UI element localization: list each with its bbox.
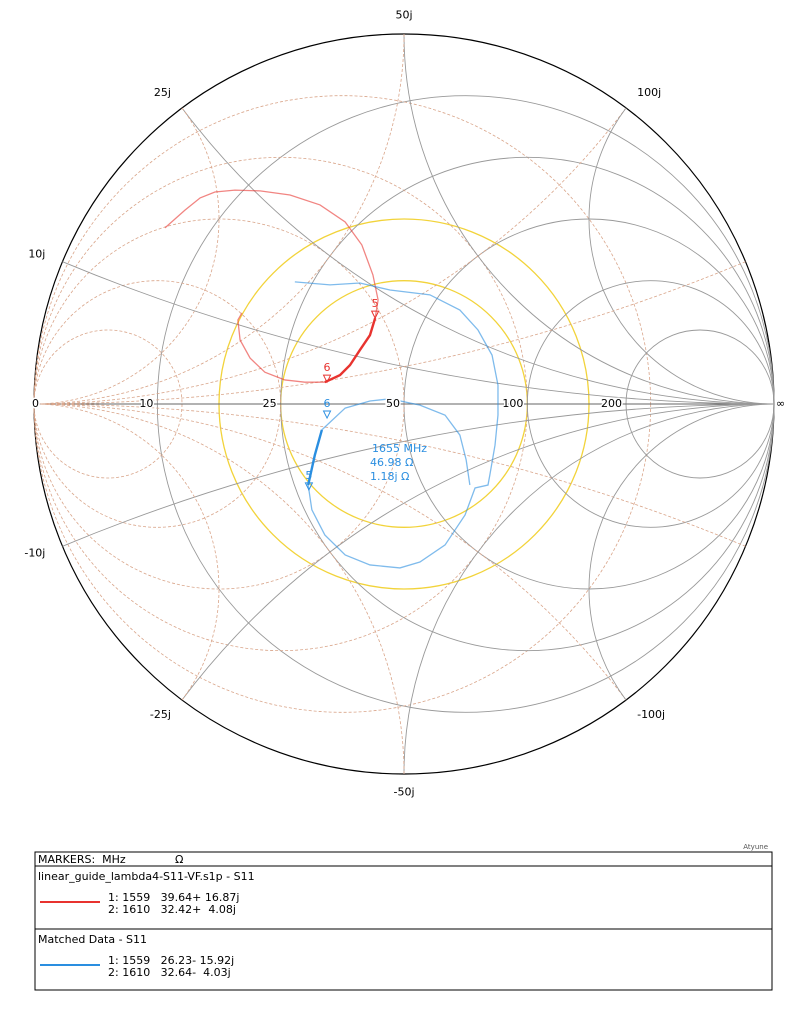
marker bbox=[304, 482, 314, 491]
trace-highlight bbox=[324, 317, 377, 384]
marker-header: MARKERS: MHz bbox=[38, 853, 126, 866]
resistance-label: 200 bbox=[601, 397, 622, 410]
marker-label: 5 bbox=[372, 297, 379, 310]
legend-row: 2: 1610 32.64- 4.03j bbox=[108, 966, 231, 979]
plot bbox=[33, 33, 775, 775]
trace-highlight bbox=[306, 429, 324, 486]
susceptance-arc bbox=[33, 403, 405, 775]
reactance-label: 100j bbox=[637, 86, 661, 99]
reactance-arc bbox=[62, 261, 775, 405]
reactance-label: -10j bbox=[24, 546, 45, 559]
reactance-arc bbox=[62, 403, 775, 547]
trace bbox=[294, 281, 499, 569]
reactance-arc bbox=[588, 107, 775, 405]
marker bbox=[322, 374, 332, 384]
annotation: 1.18j Ω bbox=[370, 470, 409, 483]
legend-series-name: Matched Data - S11 bbox=[38, 933, 147, 946]
susceptance-arc bbox=[33, 403, 627, 701]
resistance-label: 100 bbox=[502, 397, 523, 410]
unit-header: Ω bbox=[175, 853, 183, 866]
susceptance-arc bbox=[33, 107, 220, 405]
reactance-label: 10j bbox=[28, 248, 45, 261]
reactance-label: -50j bbox=[393, 786, 414, 799]
marker bbox=[370, 310, 380, 320]
resistance-label: 0 bbox=[32, 397, 39, 410]
legend-row: 1: 1559 39.64+ 16.87j bbox=[108, 891, 239, 904]
trace bbox=[164, 189, 379, 383]
marker-table bbox=[34, 851, 773, 991]
legend-row: 2: 1610 32.42+ 4.08j bbox=[108, 903, 236, 916]
reactance-label: 50j bbox=[395, 9, 412, 22]
reactance-arc bbox=[588, 403, 775, 701]
annotation: 1655 MHz bbox=[372, 442, 427, 455]
resistance-label: 50 bbox=[386, 397, 400, 410]
susceptance-arc bbox=[33, 107, 627, 405]
annotation: 46.98 Ω bbox=[370, 456, 413, 469]
resistance-label: 10 bbox=[139, 397, 153, 410]
marker-label: 5 bbox=[305, 469, 312, 482]
reactance-arc bbox=[181, 107, 775, 405]
susceptance-arc bbox=[33, 33, 405, 405]
reactance-arc bbox=[403, 403, 775, 775]
marker-label: 6 bbox=[324, 397, 331, 410]
reactance-label: 25j bbox=[154, 86, 171, 99]
reactance-label: -100j bbox=[637, 708, 665, 721]
legend-series-name: linear_guide_lambda4-S11-VF.s1p - S11 bbox=[38, 870, 255, 883]
susceptance-arc bbox=[33, 403, 220, 701]
reactance-label: -25j bbox=[150, 708, 171, 721]
reactance-arc bbox=[181, 403, 775, 701]
resistance-label: 25 bbox=[263, 397, 277, 410]
marker-label: 6 bbox=[324, 361, 331, 374]
marker bbox=[322, 410, 332, 420]
legend-row: 1: 1559 26.23- 15.92j bbox=[108, 954, 234, 967]
susceptance-arc bbox=[33, 403, 746, 547]
susceptance-arc bbox=[33, 261, 746, 405]
reactance-arc bbox=[403, 33, 775, 405]
infinity-label: ∞ bbox=[776, 397, 785, 410]
brand: Atyune bbox=[743, 843, 768, 851]
